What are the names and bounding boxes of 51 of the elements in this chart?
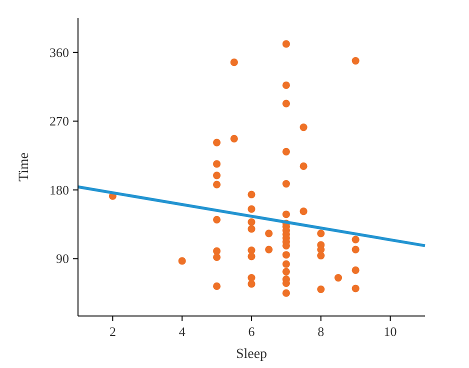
point [317,252,325,260]
point [213,282,221,290]
x-tick-label: 10 [384,324,397,339]
point [213,216,221,224]
y-tick-label: 360 [50,44,69,60]
y-axis-title: Time [17,152,32,182]
point [248,218,256,226]
point [300,208,308,216]
point [334,274,342,282]
point [213,253,221,261]
point [282,100,290,108]
x-tick-label: 6 [248,324,256,339]
point [282,260,290,268]
point [300,123,308,132]
y-tick-label: 270 [50,114,69,129]
point [282,180,290,188]
point [265,230,273,238]
point [282,81,290,90]
point [230,134,238,143]
point [352,236,360,244]
point [248,205,256,213]
point [282,148,290,156]
point [282,210,290,218]
point [213,172,221,180]
point [248,190,256,198]
point [213,138,221,146]
point [248,280,256,288]
y-tick-label: 180 [50,182,69,198]
point [282,289,290,297]
point [317,285,325,294]
y-tick-label: 90 [56,251,69,266]
point [213,160,221,168]
point [352,246,360,254]
point [352,266,360,274]
point [178,257,186,265]
point [317,230,325,238]
point [282,268,290,276]
point [282,40,290,48]
point [248,225,256,233]
point [213,180,221,188]
x-tick-label: 4 [178,324,186,339]
point [230,58,238,66]
point [265,246,273,254]
point [352,284,360,292]
x-axis-title: Sleep [236,347,268,362]
point [248,252,256,260]
point [352,56,360,65]
x-tick-label: 8 [318,324,324,339]
point [300,162,308,170]
point [282,251,290,259]
x-tick-label: 2 [109,324,116,339]
